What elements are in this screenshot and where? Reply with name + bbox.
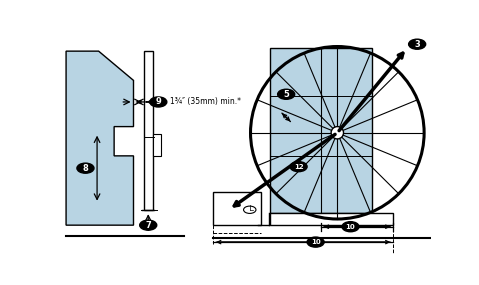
Bar	[270, 48, 372, 213]
Circle shape	[278, 89, 295, 99]
Text: 8: 8	[82, 164, 88, 173]
Text: 12: 12	[294, 164, 303, 170]
Text: 1¾″ (35mm) min.*: 1¾″ (35mm) min.*	[170, 97, 241, 107]
Text: 10: 10	[311, 239, 320, 245]
Circle shape	[77, 163, 94, 173]
Circle shape	[307, 237, 324, 247]
Text: 7: 7	[145, 221, 151, 230]
Circle shape	[243, 206, 256, 213]
Text: 10: 10	[346, 224, 355, 230]
Polygon shape	[66, 51, 134, 225]
Text: 3: 3	[414, 40, 420, 49]
Circle shape	[150, 97, 167, 107]
Text: 5: 5	[283, 90, 289, 99]
Bar	[270, 213, 393, 225]
Ellipse shape	[331, 127, 343, 139]
Circle shape	[342, 222, 359, 232]
Bar	[144, 51, 153, 210]
Circle shape	[290, 162, 307, 172]
Bar	[213, 192, 262, 225]
Bar	[153, 134, 160, 156]
Text: 9: 9	[155, 97, 161, 107]
Circle shape	[409, 39, 426, 49]
Circle shape	[140, 220, 157, 230]
